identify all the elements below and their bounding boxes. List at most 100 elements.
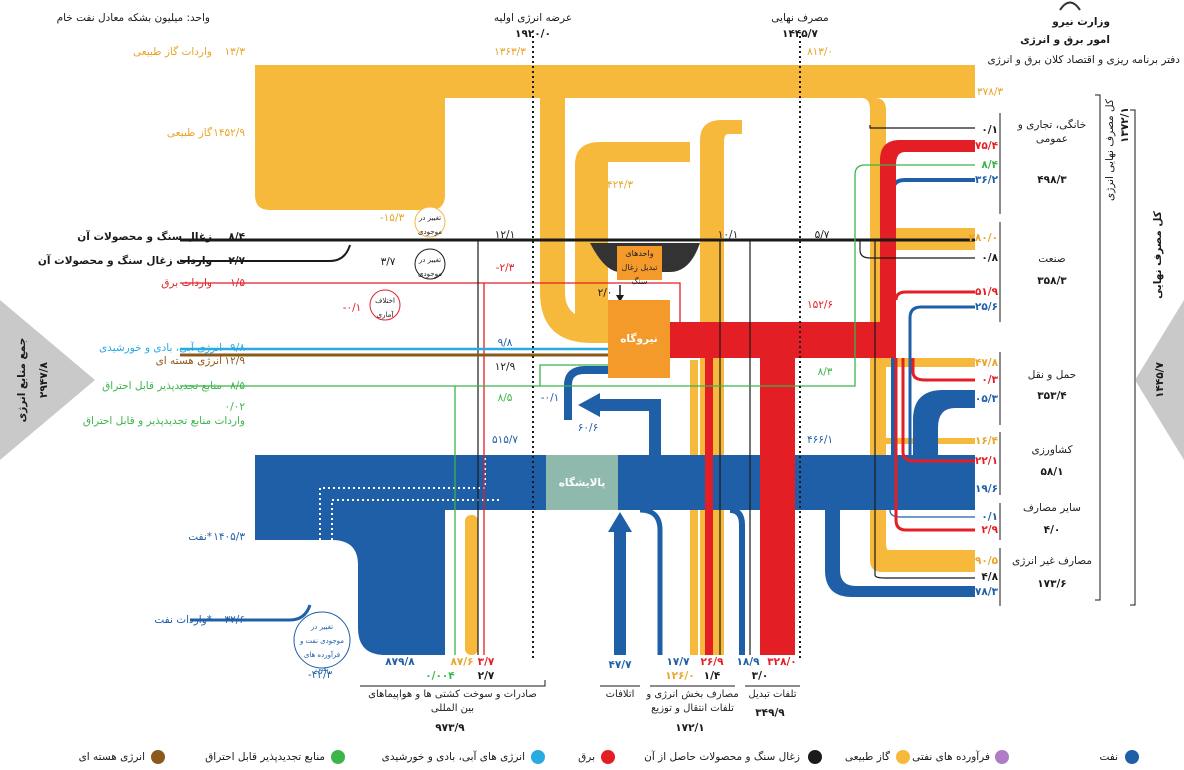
sector-value: ۷۵/۴ [975, 140, 999, 152]
output-value: ۴۷/۷ [608, 659, 632, 671]
flow-shape [255, 65, 975, 98]
flow-value: ۱۲/۱ [495, 229, 515, 241]
flow-shape [913, 390, 975, 455]
source-label: واردات نفت* [154, 614, 212, 626]
legend-label: انرژی هسته ای [79, 751, 145, 763]
output-name: صادرات و سوخت کشتی ها و هواپیماهای بین ا… [368, 689, 537, 714]
flow-value: ۴۲۴/۳ [607, 179, 633, 191]
sector-name: سایر مصارف [1023, 502, 1081, 514]
sector-total: ۱۷۳/۶ [1037, 578, 1066, 590]
total-label: عرضه انرژی اولیه [494, 12, 572, 24]
flow-shape [564, 366, 608, 420]
divider-shape [360, 680, 800, 687]
source-value: ۱۴۵۲/۹ [213, 127, 245, 139]
node-shape [617, 246, 662, 280]
node-label: نیروگاه [620, 332, 658, 345]
flow-shape [540, 98, 608, 343]
sector-value: ۸/۴ [981, 159, 998, 171]
total-value: ۲۹۴۷/۸ [38, 361, 50, 397]
flow-value: ۳۷۸/۳ [977, 86, 1003, 98]
node-label: پالایشگاه [559, 476, 606, 489]
flow-value: -۰/۱ [343, 302, 362, 314]
output-value: ۱/۴ [704, 670, 721, 682]
flow-value: ۱۳۶۳/۳ [494, 46, 526, 58]
sector-value: ۴۷/۸ [975, 357, 999, 369]
header-subtitle: امور برق و انرژی [1020, 34, 1110, 46]
legend-swatch [995, 750, 1009, 764]
flow-shape [255, 510, 445, 655]
total-label: جمع منابع انرژی [16, 338, 28, 423]
sector-total: ۵۸/۱ [1040, 466, 1063, 478]
divider-shape [1135, 300, 1184, 460]
node-label: تغییر در موجودی [418, 256, 442, 278]
output-total: ۹۷۳/۹ [435, 722, 465, 734]
sector-value: ۰/۳ [981, 374, 998, 386]
flow-shape [639, 507, 663, 655]
flow-value: ۱۰/۱ [718, 229, 738, 241]
flow-value: ۱۲/۹ [495, 361, 516, 373]
node-label: اختلاف آماری [375, 297, 395, 319]
flow-value: ۸/۵ [498, 392, 513, 404]
total-label: کل مصرف نهایی انرژی [1104, 99, 1116, 201]
nodes [293, 206, 670, 669]
source-value: ۱۲/۹ [225, 355, 246, 367]
flow-value: ۲/۰ [598, 287, 613, 299]
output-total: ۳۴۹/۹ [755, 707, 785, 719]
legend-label: فرآورده های نفتی [912, 750, 990, 763]
sector-value: ۴/۸ [981, 571, 998, 583]
flow-shape [614, 528, 626, 655]
node-label: واحدهای تبدیل زغال سنگ [621, 249, 658, 286]
source-label: واردات زغال سنگ و محصولات آن [38, 254, 212, 267]
node-shape [414, 206, 446, 238]
sector-value: ۰/۱ [981, 511, 998, 523]
source-label: انرژی آبی، بادی و خورشیدی [99, 341, 222, 354]
flow-value: ۵/۷ [815, 229, 830, 241]
output-name: مصارف بخش انرژی و تلفات انتقال و توزیع [646, 689, 739, 714]
source-label: واردات منابع تجدیدپذیر و قابل احتراق [83, 415, 245, 427]
flow-value: ۶۰/۶ [578, 422, 598, 434]
node-shape [293, 611, 351, 669]
legend-swatch [1125, 750, 1139, 764]
source-value: ۱۳/۳ [225, 46, 246, 58]
sector-name: خانگی، تجاری و عمومی [1017, 119, 1087, 145]
flows [180, 65, 975, 655]
sector-value: ۱۶/۴ [975, 435, 999, 447]
sector-value: ۰/۸ [981, 252, 998, 264]
output-value: ۰/۰۰۴ [425, 670, 455, 682]
legend-swatch [896, 750, 910, 764]
sector-total: ۴۹۸/۳ [1037, 174, 1067, 186]
flow-value: -۰/۱ [541, 392, 560, 404]
legend-swatch [151, 750, 165, 764]
flow-value: ۱۵۲/۶ [807, 299, 833, 311]
flow-shape [705, 358, 713, 655]
legend-swatch [808, 750, 822, 764]
flow-shape [255, 98, 445, 210]
flow-shape [889, 509, 975, 518]
sector-value: ۵۱/۹ [975, 286, 999, 298]
output-value: ۲/۷ [478, 670, 495, 682]
unit: واحد: میلیون بشکه معادل نفت خام [57, 12, 210, 24]
sector-value: ۹۰/۵ [975, 555, 999, 567]
flow-value: ۵۱۵/۷ [492, 434, 518, 446]
flow-value: ۸۱۳/۰ [807, 46, 833, 58]
output-value: ۱۷/۷ [666, 656, 690, 668]
sector-total: ۳۵۳/۴ [1037, 390, 1067, 402]
output-value: ۳۲۸/۰ [767, 656, 796, 668]
output-value: ۱۸/۹ [736, 656, 760, 668]
flow-shape [319, 455, 500, 605]
source-value: ۸/۴ [228, 231, 245, 243]
sector-value: ۳۰۵/۳ [969, 393, 999, 405]
source-label: زغال سنگ و محصولات آن [77, 230, 212, 243]
total-value: ۱۳۷۲/۱ [1119, 107, 1131, 143]
divider-shape [0, 300, 95, 460]
output-value: ۸۷/۶ [450, 656, 473, 668]
node-shape [369, 289, 401, 321]
total-label: مصرف نهایی [771, 12, 828, 24]
flow-shape [180, 244, 351, 262]
flow-shape [608, 512, 632, 532]
output-total: ۱۷۲/۱ [675, 722, 704, 734]
flow-shape [825, 510, 975, 597]
output-value: ۱۲۶/۰ [665, 670, 694, 682]
sector-value: ۷۸/۳ [975, 586, 999, 598]
